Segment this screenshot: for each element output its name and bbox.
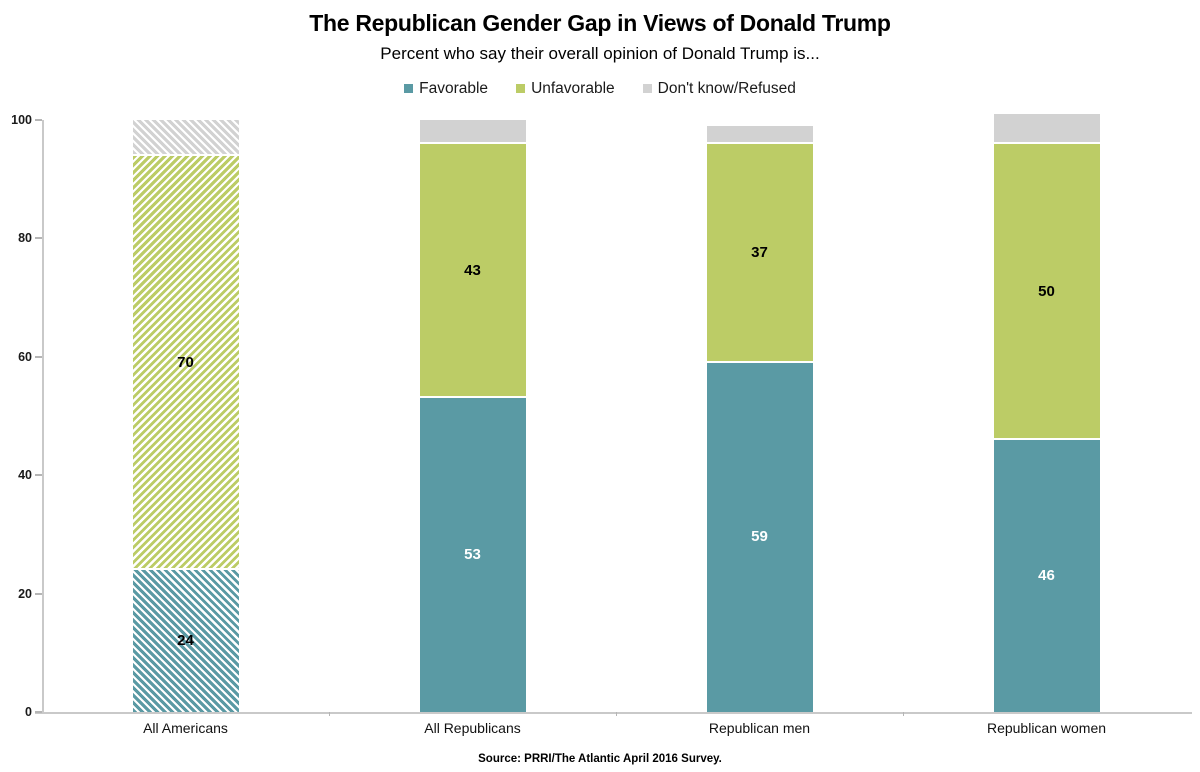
bar-value-label: 50 <box>1038 282 1055 300</box>
category-label: Republican men <box>708 720 811 736</box>
y-axis-tick <box>35 474 42 477</box>
bar-value-label: 43 <box>464 261 481 279</box>
bar-value-label: 59 <box>751 528 768 546</box>
y-axis-tick-label: 0 <box>25 705 32 719</box>
x-axis-tick <box>903 712 904 716</box>
page-subtitle: Percent who say their overall opinion of… <box>380 44 820 63</box>
legend-label-dont-know: Don't know/Refused <box>657 80 796 97</box>
unfavorable-swatch-icon <box>516 83 526 93</box>
legend-item-unfavorable: Unfavorable <box>516 80 615 98</box>
category-label: All Americans <box>143 720 228 736</box>
favorable-swatch-icon <box>404 83 414 93</box>
bar-value-label: 24 <box>177 631 194 649</box>
y-axis-tick-label: 60 <box>18 349 32 364</box>
dont-know-swatch-icon <box>642 83 652 93</box>
bar-segment-don-t-know-refused <box>419 120 526 144</box>
legend: Favorable Unfavorable Don't know/Refused <box>0 80 1200 98</box>
category-label: All Republicans <box>424 720 521 736</box>
bar-value-label: 53 <box>464 546 481 564</box>
y-axis-tick-label: 80 <box>18 231 32 246</box>
y-axis-line <box>42 120 44 712</box>
bar-segment-favorable <box>706 362 813 712</box>
bar-value-label: 37 <box>751 244 768 262</box>
bar-segment-unfavorable <box>706 143 813 363</box>
source-note: Source: PRRI/The Atlantic April 2016 Sur… <box>478 753 722 765</box>
bar-segment-don-t-know-refused <box>706 125 813 144</box>
category-label: Republican women <box>986 720 1107 736</box>
bar-segment-don-t-know-refused <box>993 114 1100 144</box>
legend-label-favorable: Favorable <box>419 80 489 97</box>
bar-segment-favorable <box>419 398 526 712</box>
bar-segment-unfavorable <box>419 143 526 399</box>
legend-item-favorable: Favorable <box>404 80 488 98</box>
y-axis-tick-label: 100 <box>11 113 32 127</box>
bar-segment-don-t-know-refused <box>132 120 239 156</box>
bar-value-label: 46 <box>1038 566 1055 584</box>
y-axis-tick-label: 40 <box>18 468 32 483</box>
legend-item-dont-know: Don't know/Refused <box>642 80 796 98</box>
bar-segment-unfavorable <box>993 143 1100 440</box>
bar-segment-unfavorable <box>132 155 239 570</box>
bar-value-label: 70 <box>177 353 194 371</box>
chart-plot-area: 0 20 40 60 80 100 24 70 All Americans 53 43 All Rep… <box>11 113 1192 736</box>
bar-segment-favorable <box>993 439 1100 712</box>
y-axis-tick <box>35 711 42 713</box>
y-axis-tick <box>35 119 42 121</box>
y-axis-tick <box>35 355 42 358</box>
y-axis-tick <box>35 237 42 240</box>
x-axis-tick <box>616 712 617 716</box>
legend-label-unfavorable: Unfavorable <box>531 80 615 97</box>
x-axis-tick <box>329 712 330 716</box>
bar-segment-favorable <box>132 569 239 712</box>
y-axis-tick-label: 20 <box>18 586 32 601</box>
page-title: The Republican Gender Gap in Views of Do… <box>309 10 891 36</box>
x-axis-line <box>35 712 1192 714</box>
y-axis-tick <box>35 592 42 595</box>
